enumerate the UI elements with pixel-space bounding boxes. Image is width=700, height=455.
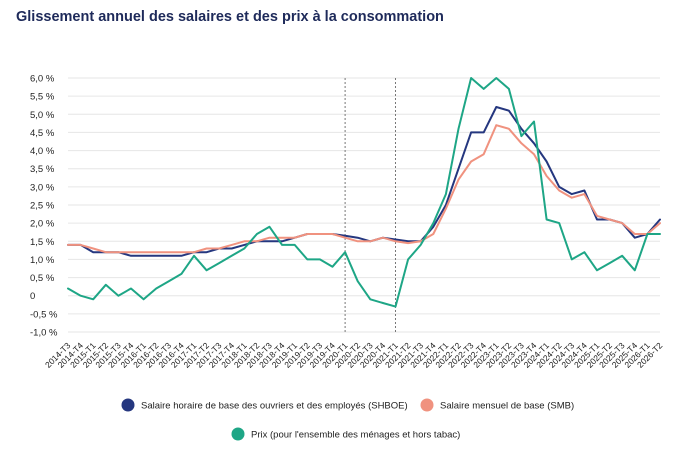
- y-tick-label: 1,5 %: [30, 237, 55, 248]
- y-tick-label: 4,5 %: [30, 128, 55, 139]
- x-axis: 2014-T32014-T42015-T12015-T22015-T32015-…: [43, 340, 665, 370]
- legend-label-1: Salaire horaire de base des ouvriers et …: [141, 401, 408, 412]
- series-line-3: [67, 77, 661, 308]
- y-tick-label: 3,0 %: [30, 182, 55, 193]
- legend-marker-2: [420, 398, 434, 412]
- legend-label-2: Salaire mensuel de base (SMB): [440, 401, 574, 412]
- y-tick-label: 2,5 %: [30, 201, 55, 212]
- series-line-2: [67, 124, 661, 254]
- y-tick-label: 0: [30, 291, 35, 302]
- series-line-1: [67, 106, 661, 257]
- y-tick-label: 5,0 %: [30, 110, 55, 121]
- y-tick-label: -0,5 %: [30, 309, 58, 320]
- y-tick-label: 6,0 %: [30, 74, 55, 85]
- y-tick-label: 1,0 %: [30, 255, 55, 266]
- legend: Salaire horaire de base des ouvriers et …: [121, 398, 574, 441]
- grid-lines: [68, 77, 660, 333]
- chart-title: Glissement annuel des salaires et des pr…: [16, 9, 444, 25]
- series-lines: [67, 77, 661, 308]
- legend-marker-3: [231, 427, 245, 441]
- y-tick-label: 5,5 %: [30, 92, 55, 103]
- y-tick-label: 2,0 %: [30, 219, 55, 230]
- y-tick-label: -1,0 %: [30, 328, 58, 339]
- y-tick-label: 4,0 %: [30, 146, 55, 157]
- legend-label-3: Prix (pour l'ensemble des ménages et hor…: [251, 430, 460, 441]
- y-tick-label: 0,5 %: [30, 273, 55, 284]
- y-tick-label: 3,5 %: [30, 164, 55, 175]
- y-axis: 6,0 % 5,5 % 5,0 % 4,5 % 4,0 % 3,5 % 3,0 % 2,5 %…: [30, 74, 58, 339]
- legend-marker-1: [121, 398, 135, 412]
